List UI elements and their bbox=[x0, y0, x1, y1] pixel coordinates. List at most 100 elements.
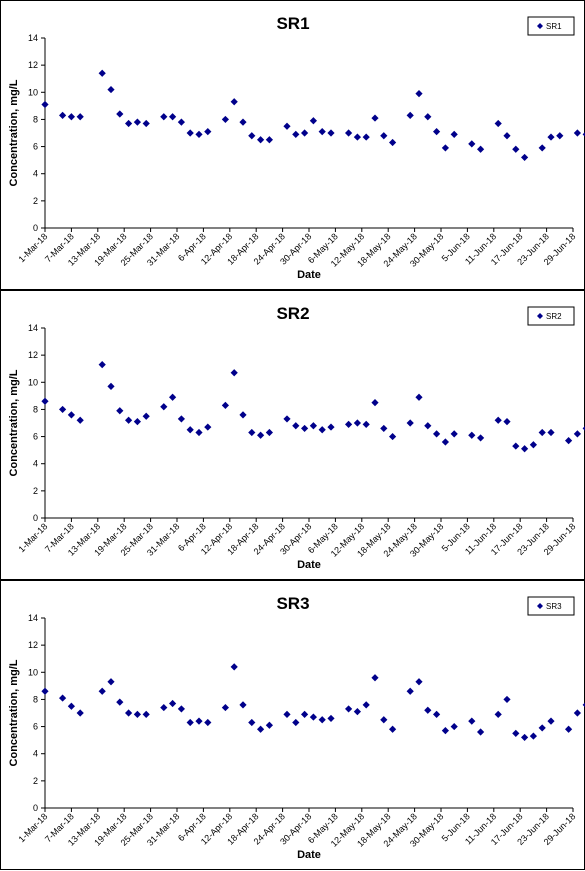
data-point-sr1 bbox=[441, 144, 449, 152]
data-point-sr1 bbox=[353, 133, 361, 141]
data-point-sr3 bbox=[107, 678, 115, 686]
data-point-sr1 bbox=[283, 122, 291, 130]
data-point-sr1 bbox=[76, 113, 84, 121]
data-point-sr3 bbox=[133, 710, 141, 718]
data-point-sr3 bbox=[503, 695, 511, 704]
data-point-sr2 bbox=[468, 431, 476, 439]
y-tick-label: 6 bbox=[33, 722, 38, 732]
y-tick-label: 4 bbox=[33, 169, 38, 179]
data-point-sr3 bbox=[125, 709, 133, 717]
data-point-sr1 bbox=[318, 128, 326, 136]
y-axis-label: Concentration, mg/L bbox=[8, 659, 20, 766]
y-tick-label: 12 bbox=[28, 60, 38, 70]
data-point-sr2 bbox=[59, 405, 67, 414]
data-point-sr2 bbox=[547, 428, 555, 437]
data-point-sr3 bbox=[76, 709, 84, 717]
data-point-sr2 bbox=[41, 397, 49, 405]
data-point-sr2 bbox=[406, 419, 414, 427]
data-point-sr3 bbox=[362, 701, 370, 709]
legend-marker bbox=[537, 313, 543, 319]
y-tick-label: 10 bbox=[28, 667, 38, 677]
legend: SR1 bbox=[527, 16, 575, 36]
data-point-sr3 bbox=[257, 725, 265, 733]
data-point-sr3 bbox=[450, 722, 458, 731]
data-point-sr2 bbox=[318, 426, 326, 434]
data-point-sr1 bbox=[406, 111, 414, 119]
data-point-sr1 bbox=[265, 136, 273, 144]
data-point-sr2 bbox=[186, 426, 194, 434]
data-point-sr2 bbox=[195, 428, 203, 437]
data-point-sr1 bbox=[292, 130, 300, 138]
data-point-sr2 bbox=[424, 422, 432, 430]
data-point-sr1 bbox=[67, 113, 75, 121]
legend: SR3 bbox=[527, 596, 575, 616]
x-axis-label: Date bbox=[297, 849, 321, 861]
data-point-sr2 bbox=[177, 415, 185, 423]
data-point-sr1 bbox=[160, 113, 168, 121]
data-point-sr2 bbox=[169, 393, 177, 401]
data-point-sr2 bbox=[292, 422, 300, 430]
legend: SR2 bbox=[527, 306, 575, 326]
data-point-sr2 bbox=[133, 418, 141, 426]
data-point-sr1 bbox=[389, 138, 397, 147]
data-point-sr2 bbox=[529, 441, 537, 449]
data-point-sr1 bbox=[116, 110, 124, 118]
y-tick-label: 10 bbox=[28, 377, 38, 387]
data-point-sr1 bbox=[239, 118, 247, 126]
data-point-sr3 bbox=[186, 718, 194, 727]
data-point-sr2 bbox=[301, 424, 309, 433]
data-point-sr3 bbox=[309, 713, 317, 721]
data-point-sr3 bbox=[327, 714, 335, 723]
data-point-sr1 bbox=[538, 144, 546, 152]
data-point-sr1 bbox=[230, 98, 238, 106]
chart-svg-sr3: SR3024681012141-Mar-187-Mar-1813-Mar-181… bbox=[8, 594, 585, 861]
data-point-sr2 bbox=[362, 420, 370, 428]
data-point-sr3 bbox=[424, 706, 432, 714]
data-point-sr1 bbox=[512, 145, 520, 153]
y-tick-label: 2 bbox=[33, 486, 38, 496]
data-point-sr1 bbox=[433, 128, 441, 136]
x-axis-label: Date bbox=[297, 269, 321, 281]
data-point-sr3 bbox=[441, 727, 449, 735]
data-point-sr2 bbox=[538, 428, 546, 437]
legend-label: SR1 bbox=[546, 22, 562, 31]
data-point-sr3 bbox=[353, 708, 361, 716]
data-point-sr2 bbox=[573, 430, 581, 438]
data-point-sr2 bbox=[204, 423, 212, 431]
data-point-sr2 bbox=[389, 432, 397, 441]
data-point-sr3 bbox=[389, 725, 397, 733]
data-point-sr2 bbox=[265, 428, 273, 437]
data-point-sr1 bbox=[107, 85, 115, 94]
data-point-sr1 bbox=[186, 129, 194, 137]
data-point-sr2 bbox=[494, 416, 502, 424]
data-point-sr2 bbox=[582, 426, 585, 431]
data-point-sr2 bbox=[76, 416, 84, 424]
y-tick-label: 0 bbox=[33, 513, 38, 523]
data-point-sr3 bbox=[415, 678, 423, 686]
legend-marker bbox=[537, 23, 543, 29]
data-point-sr1 bbox=[327, 129, 335, 137]
data-point-sr1 bbox=[257, 136, 265, 144]
y-tick-label: 6 bbox=[33, 432, 38, 442]
data-point-sr2 bbox=[327, 423, 335, 431]
data-point-sr3 bbox=[538, 724, 546, 732]
data-point-sr3 bbox=[565, 725, 573, 733]
legend-box bbox=[527, 16, 575, 36]
data-point-sr3 bbox=[204, 718, 212, 727]
data-point-sr1 bbox=[41, 100, 49, 109]
data-point-sr1 bbox=[477, 145, 485, 153]
y-tick-label: 12 bbox=[28, 350, 38, 360]
y-tick-label: 8 bbox=[33, 114, 38, 124]
chart-svg-sr1: SR1024681012141-Mar-187-Mar-1813-Mar-181… bbox=[8, 14, 585, 281]
data-point-sr3 bbox=[318, 716, 326, 724]
data-point-sr3 bbox=[371, 674, 379, 682]
data-point-sr3 bbox=[345, 705, 353, 713]
y-tick-label: 4 bbox=[33, 749, 38, 759]
x-axis-label: Date bbox=[297, 559, 321, 571]
data-point-sr3 bbox=[67, 702, 75, 710]
data-point-sr3 bbox=[195, 717, 203, 725]
data-point-sr3 bbox=[529, 732, 537, 740]
y-axis-label: Concentration, mg/L bbox=[8, 369, 20, 476]
data-point-sr2 bbox=[160, 403, 168, 411]
data-point-sr2 bbox=[450, 430, 458, 438]
